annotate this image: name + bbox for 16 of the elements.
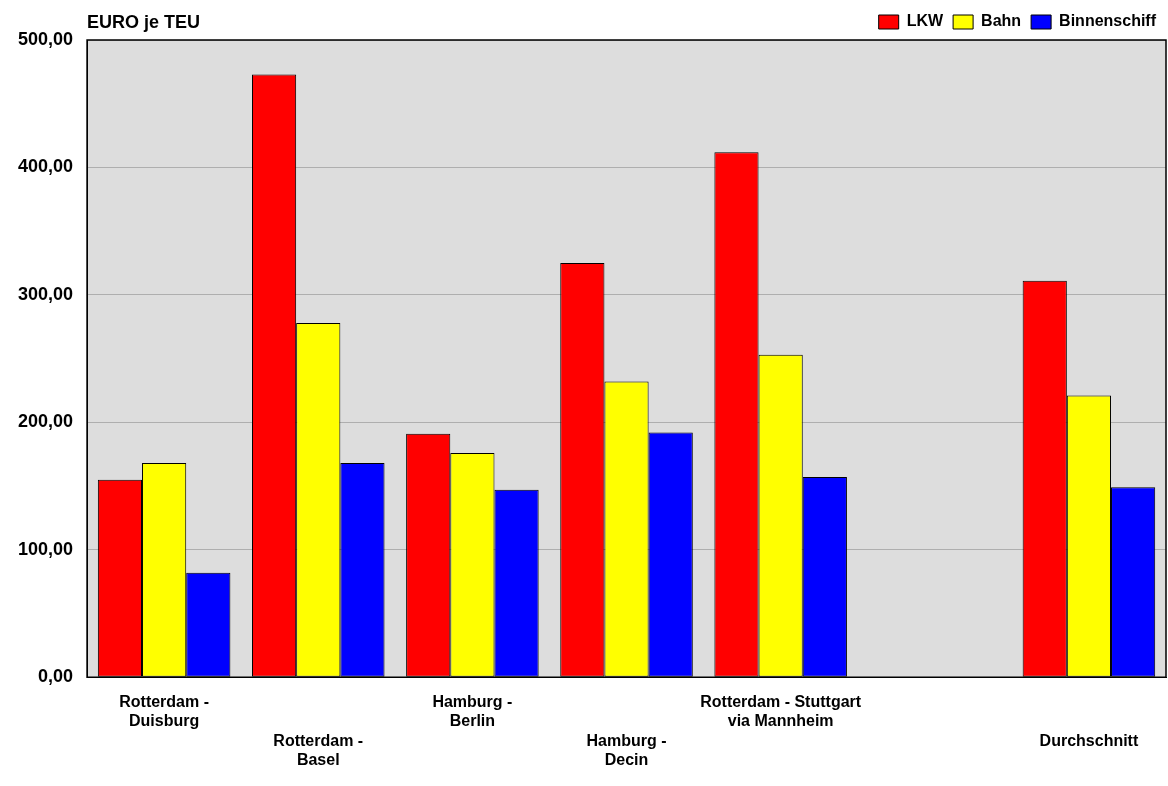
- x-tick-label: Hamburg - Berlin: [432, 693, 513, 730]
- y-tick-label: 0,00: [38, 666, 74, 687]
- legend-label: Binnenschiff: [1059, 12, 1157, 30]
- x-tick-label: Rotterdam - Stuttgart via Mannheim: [700, 693, 862, 730]
- x-tick-label: Rotterdam - Duisburg: [119, 693, 210, 730]
- x-tick-label: Rotterdam - Basel: [273, 731, 364, 768]
- y-tick-label: 300,00: [17, 283, 74, 304]
- y-tick-label: 100,00: [17, 538, 74, 559]
- x-tick-label: Hamburg - Decin: [586, 731, 667, 768]
- legend-label: LKW: [906, 12, 945, 30]
- x-tick-label: Durchschnitt: [1039, 731, 1139, 749]
- y-tick-label: 500,00: [17, 28, 74, 49]
- legend-label: Bahn: [981, 12, 1022, 30]
- y-tick-label: 400,00: [17, 156, 74, 177]
- y-axis-title: EURO je TEU: [87, 11, 201, 32]
- y-tick-label: 200,00: [17, 411, 74, 432]
